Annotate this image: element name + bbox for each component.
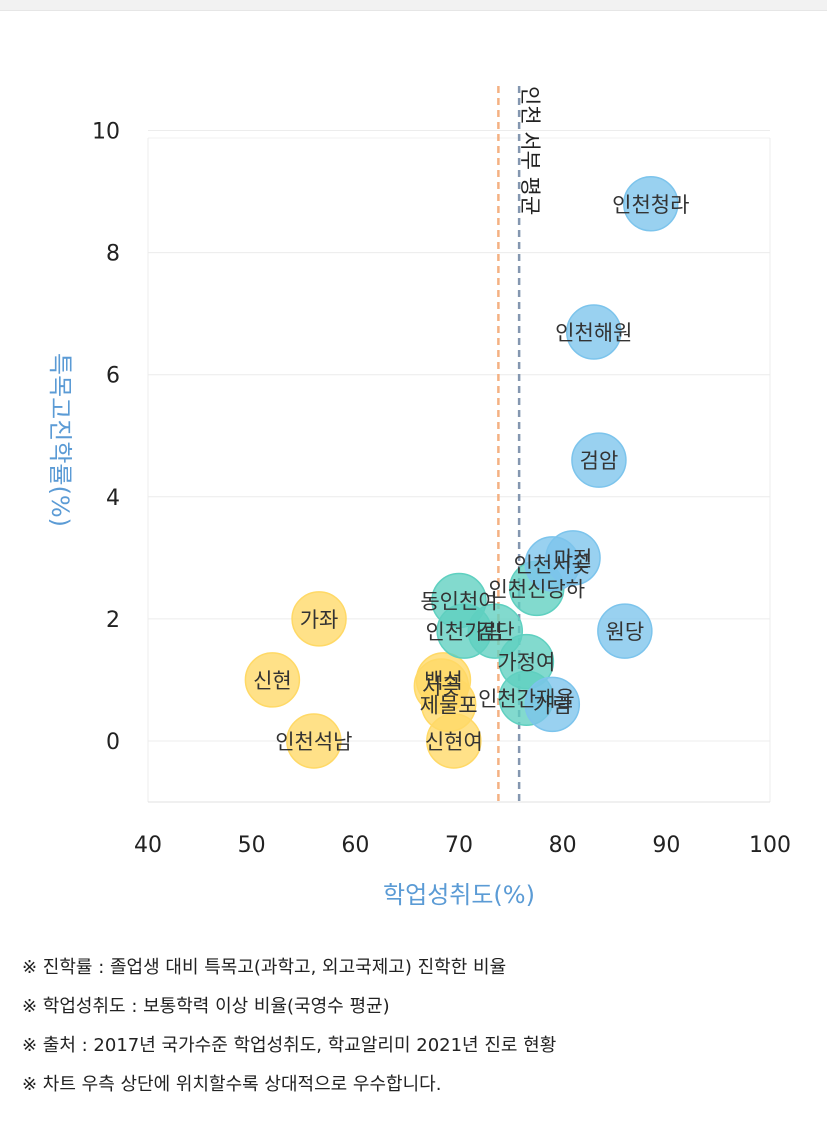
y-tick-label: 10 xyxy=(92,120,120,145)
data-point xyxy=(286,713,342,769)
y-axis-title: 특목고진학률(%) xyxy=(46,353,74,527)
x-tick-label: 50 xyxy=(238,833,266,858)
data-point xyxy=(244,652,301,708)
note-line: ※ 진학률 : 졸업생 대비 특목고(과학고, 외고국제고) 진학한 비율 xyxy=(22,957,507,978)
data-point xyxy=(623,176,679,232)
x-tick-label: 80 xyxy=(549,833,577,858)
y-tick-label: 6 xyxy=(106,364,120,389)
data-label: 백석 xyxy=(424,669,463,693)
x-tick-label: 40 xyxy=(134,833,162,858)
data-label: 가좌 xyxy=(300,608,339,632)
data-label: 신현 xyxy=(253,669,292,693)
data-label: 제물포 xyxy=(420,693,478,717)
data-point xyxy=(571,432,627,488)
y-tick-label: 8 xyxy=(106,242,120,267)
notes: ※ 진학률 : 졸업생 대비 특목고(과학고, 외고국제고) 진학한 비율 ※ … xyxy=(22,948,812,1104)
y-tick-label: 2 xyxy=(106,608,120,633)
data-point xyxy=(291,591,347,647)
data-label: 원당 xyxy=(606,620,645,644)
data-label: 마전 xyxy=(554,547,593,571)
top-strip xyxy=(0,0,827,11)
x-tick-label: 60 xyxy=(341,833,369,858)
data-label: 검단 xyxy=(476,620,515,644)
data-point xyxy=(566,304,622,360)
data-label: 검암 xyxy=(580,449,619,473)
data-label: 서곶 xyxy=(422,675,461,699)
data-label: 신현여 xyxy=(425,730,483,754)
data-point xyxy=(426,713,482,769)
y-tick-label: 4 xyxy=(106,486,120,511)
note-line: ※ 차트 우측 상단에 위치할수록 상대적으로 우수합니다. xyxy=(22,1074,442,1095)
data-point xyxy=(597,603,653,659)
data-point xyxy=(524,676,581,733)
data-label: 인천석남 xyxy=(275,730,352,754)
data-label: 가정여 xyxy=(497,651,555,675)
data-label: 인천신당하 xyxy=(488,577,585,601)
x-tick-label: 90 xyxy=(652,833,680,858)
data-label: 인천가림 xyxy=(426,620,503,644)
data-label: 가림 xyxy=(533,693,572,717)
data-label: 인천서곶 xyxy=(514,553,591,577)
data-point xyxy=(524,536,581,592)
reference-lines: 인천 서부 평균 xyxy=(497,86,542,802)
x-axis-title: 학업성취도(%) xyxy=(383,881,535,909)
data-points xyxy=(244,176,679,769)
note-line: ※ 학업성취도 : 보통학력 이상 비율(국영수 평균) xyxy=(22,996,390,1017)
data-label: 인천해원 xyxy=(555,321,632,345)
data-label: 인천청라 xyxy=(612,193,689,217)
data-label: 동인천여 xyxy=(420,590,497,614)
reference-line-label: 인천 서부 평균 xyxy=(518,86,542,215)
y-tick-label: 0 xyxy=(106,730,120,755)
axis-ticks: 40 50 60 70 80 90 100 0 2 4 6 8 10 xyxy=(92,120,791,858)
note-line: ※ 출처 : 2017년 국가수준 학업성취도, 학교알리미 2021년 진로 … xyxy=(22,1035,557,1056)
data-label: 인천간재울 xyxy=(478,687,575,711)
x-tick-label: 70 xyxy=(445,833,473,858)
x-tick-label: 100 xyxy=(749,833,791,858)
